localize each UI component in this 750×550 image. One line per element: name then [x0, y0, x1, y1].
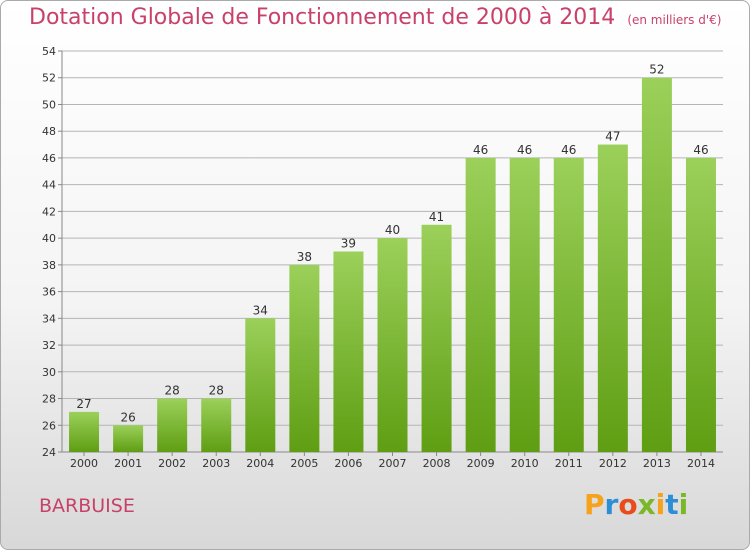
bar: [377, 238, 408, 452]
data-label: 34: [253, 303, 268, 317]
data-label: 28: [165, 384, 180, 398]
y-tick-label: 34: [42, 312, 56, 325]
y-tick-label: 52: [42, 72, 56, 85]
y-tick-label: 30: [42, 366, 56, 379]
x-tick-label: 2010: [511, 457, 539, 470]
y-tick-label: 36: [42, 286, 56, 299]
data-label: 39: [341, 237, 356, 251]
x-tick-label: 2003: [202, 457, 230, 470]
data-label: 41: [429, 210, 444, 224]
bar: [553, 157, 584, 452]
bar: [69, 411, 100, 452]
bar: [333, 251, 364, 452]
x-tick-label: 2011: [555, 457, 583, 470]
chart-title: Dotation Globale de Fonctionnement de 20…: [29, 5, 721, 30]
y-tick-label: 50: [42, 98, 56, 111]
x-tick-label: 2013: [643, 457, 671, 470]
bar: [597, 144, 628, 453]
logo-letter: o: [618, 488, 638, 521]
data-label: 52: [649, 63, 664, 77]
y-tick-label: 40: [42, 232, 56, 245]
bar: [685, 157, 716, 452]
logo-letter: i: [678, 488, 689, 521]
data-label: 46: [561, 143, 576, 157]
x-tick-label: 2009: [467, 457, 495, 470]
data-label: 28: [209, 384, 224, 398]
y-tick-label: 48: [42, 125, 56, 138]
data-label: 46: [693, 143, 708, 157]
data-label: 46: [473, 143, 488, 157]
x-tick-label: 2007: [379, 457, 407, 470]
y-tick-label: 46: [42, 152, 56, 165]
logo-letter: r: [604, 488, 619, 521]
bar: [421, 224, 452, 452]
y-tick-label: 28: [42, 393, 56, 406]
data-label: 38: [297, 250, 312, 264]
data-label: 40: [385, 223, 400, 237]
data-label: 47: [605, 130, 620, 144]
data-label: 46: [517, 143, 532, 157]
x-tick-label: 2004: [246, 457, 274, 470]
chart-subtitle: (en milliers d'€): [627, 13, 722, 27]
logo-letter: P: [584, 488, 605, 521]
chart-title-text: Dotation Globale de Fonctionnement de 20…: [29, 5, 616, 30]
y-tick-label: 44: [42, 179, 56, 192]
y-tick-label: 32: [42, 339, 56, 352]
bar: [113, 425, 144, 452]
commune-name: BARBUISE: [39, 495, 135, 517]
y-tick-label: 26: [42, 419, 56, 432]
bar: [245, 318, 276, 452]
y-tick-label: 54: [42, 45, 56, 58]
x-tick-label: 2000: [70, 457, 98, 470]
bar: [157, 398, 188, 452]
logo-letter: x: [637, 488, 656, 521]
x-tick-label: 2012: [599, 457, 627, 470]
x-tick-label: 2005: [290, 457, 318, 470]
bar: [641, 77, 672, 452]
x-tick-label: 2002: [158, 457, 186, 470]
logo-letter: t: [665, 488, 679, 521]
data-label: 26: [120, 410, 135, 424]
bar: [289, 264, 320, 452]
bar: [509, 157, 540, 452]
x-tick-label: 2006: [334, 457, 362, 470]
x-tick-label: 2008: [423, 457, 451, 470]
logo-letter: i: [655, 488, 666, 521]
data-label: 27: [76, 397, 91, 411]
bar: [201, 398, 232, 452]
x-tick-label: 2001: [114, 457, 142, 470]
y-tick-label: 38: [42, 259, 56, 272]
y-tick-label: 42: [42, 205, 56, 218]
bar: [465, 157, 496, 452]
y-tick-label: 24: [42, 446, 56, 459]
proxiti-logo[interactable]: Proxiti: [584, 488, 688, 521]
x-tick-label: 2014: [687, 457, 715, 470]
